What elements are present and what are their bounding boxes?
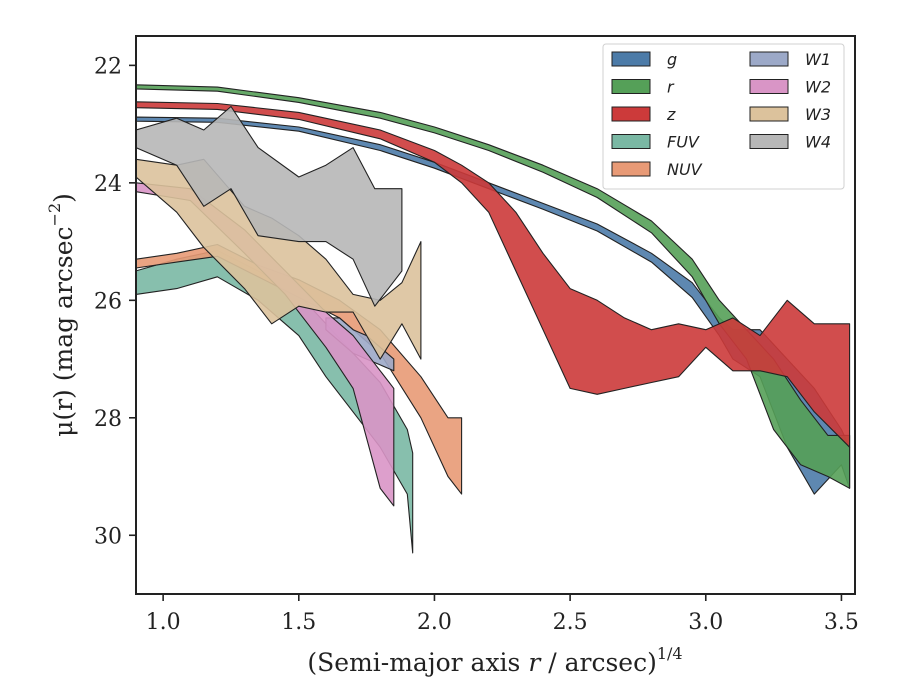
- plot-frame: [135, 35, 856, 595]
- legend-swatch-z: [611, 106, 651, 122]
- legend: grz FUV NUV W1 W2 W3 W4: [602, 43, 845, 190]
- legend-label-z: z: [666, 105, 676, 124]
- legend-swatch-nuv: [611, 161, 651, 177]
- y-axis-label: μ(r) (mag arcsec−2): [45, 193, 78, 437]
- x-tick-label: 1.0: [146, 610, 181, 635]
- legend-swatch-w1: [749, 51, 789, 67]
- x-tick-label: 1.5: [281, 610, 316, 635]
- series-band-z: [136, 101, 851, 448]
- legend-swatch-g: [611, 51, 651, 67]
- x-axis-label: (Semi-major axis r / arcsec)1/4: [307, 644, 682, 677]
- y-tick-label: 24: [94, 172, 122, 197]
- x-axis-ticks: 1.0 1.5 2.0 2.5 3.0 3.5: [146, 594, 859, 635]
- legend-label-w1: W1: [805, 50, 831, 69]
- x-tick-label: 3.5: [824, 610, 859, 635]
- legend-label-w3: W3: [805, 105, 831, 124]
- series-layer: [136, 84, 851, 554]
- y-axis-ticks: 22 24 26 28 30: [94, 54, 136, 549]
- legend-label-w2: W2: [805, 78, 831, 97]
- y-tick-label: 30: [94, 524, 122, 549]
- legend-label-nuv: NUV: [667, 160, 703, 179]
- legend-label-g: g: [667, 50, 677, 69]
- legend-swatch-w2: [749, 79, 789, 94]
- legend-label-r: r: [667, 78, 675, 97]
- legend-swatch-w3: [749, 106, 789, 122]
- y-tick-label: 22: [94, 54, 122, 79]
- legend-swatch-w4: [749, 134, 789, 149]
- x-tick-label: 2.0: [417, 610, 452, 635]
- legend-label-w4: W4: [805, 133, 831, 152]
- series-band-r: [136, 84, 851, 489]
- y-tick-label: 28: [94, 407, 122, 432]
- legend-label-fuv: FUV: [667, 133, 700, 152]
- x-tick-label: 2.5: [553, 610, 588, 635]
- y-tick-label: 26: [94, 289, 122, 314]
- legend-swatch-r: [611, 79, 651, 94]
- series-band-w4: [136, 105, 403, 307]
- x-tick-label: 3.0: [688, 610, 723, 635]
- legend-swatch-fuv: [611, 134, 651, 149]
